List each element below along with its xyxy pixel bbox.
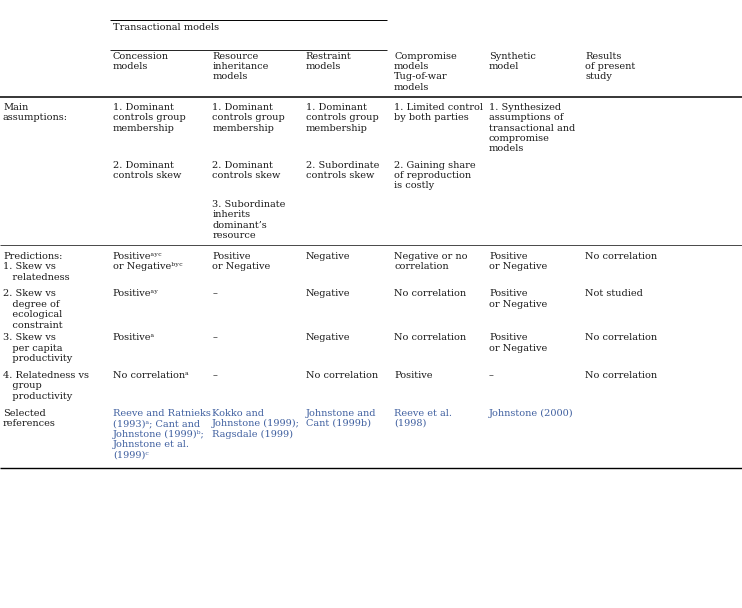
Text: Predictions:
1. Skew vs
   relatedness: Predictions: 1. Skew vs relatedness	[3, 252, 70, 282]
Text: Main
assumptions:: Main assumptions:	[3, 103, 68, 122]
Text: –: –	[212, 289, 217, 299]
Text: –: –	[489, 371, 494, 380]
Text: Positive
or Negative: Positive or Negative	[489, 289, 548, 309]
Text: Johnstone and
Cant (1999b): Johnstone and Cant (1999b)	[306, 409, 376, 428]
Text: No correlation: No correlation	[585, 333, 657, 342]
Text: No correlation: No correlation	[585, 371, 657, 380]
Text: Positive
or Negative: Positive or Negative	[489, 333, 548, 353]
Text: 1. Dominant
controls group
membership: 1. Dominant controls group membership	[212, 103, 285, 133]
Text: Positive
or Negative: Positive or Negative	[212, 252, 271, 271]
Text: Positiveᵃʸ: Positiveᵃʸ	[113, 289, 159, 299]
Text: Transactional models: Transactional models	[113, 23, 219, 32]
Text: Compromise
models
Tug-of-war
models: Compromise models Tug-of-war models	[394, 52, 457, 92]
Text: 1. Dominant
controls group
membership: 1. Dominant controls group membership	[113, 103, 186, 133]
Text: 1. Synthesized
assumptions of
transactional and
compromise
models: 1. Synthesized assumptions of transactio…	[489, 103, 575, 153]
Text: 2. Subordinate
controls skew: 2. Subordinate controls skew	[306, 161, 379, 180]
Text: –: –	[212, 371, 217, 380]
Text: Kokko and
Johnstone (1999);
Ragsdale (1999): Kokko and Johnstone (1999); Ragsdale (19…	[212, 409, 300, 439]
Text: 3. Subordinate
inherits
dominant’s
resource: 3. Subordinate inherits dominant’s resou…	[212, 200, 286, 240]
Text: No correlationᵃ: No correlationᵃ	[113, 371, 188, 380]
Text: Concession
models: Concession models	[113, 52, 168, 71]
Text: Reeve and Ratnieks
(1993)ᵃ; Cant and
Johnstone (1999)ᵇ;
Johnstone et al.
(1999)ᶜ: Reeve and Ratnieks (1993)ᵃ; Cant and Joh…	[113, 409, 211, 459]
Text: 1. Dominant
controls group
membership: 1. Dominant controls group membership	[306, 103, 378, 133]
Text: Not studied: Not studied	[585, 289, 643, 299]
Text: Negative: Negative	[306, 289, 350, 299]
Text: Synthetic
model: Synthetic model	[489, 52, 536, 71]
Text: No correlation: No correlation	[306, 371, 378, 380]
Text: No correlation: No correlation	[585, 252, 657, 261]
Text: Negative: Negative	[306, 252, 350, 261]
Text: Resource
inheritance
models: Resource inheritance models	[212, 52, 269, 81]
Text: 2. Dominant
controls skew: 2. Dominant controls skew	[212, 161, 280, 180]
Text: 4. Relatedness vs
   group
   productivity: 4. Relatedness vs group productivity	[3, 371, 89, 401]
Text: 2. Dominant
controls skew: 2. Dominant controls skew	[113, 161, 181, 180]
Text: Negative: Negative	[306, 333, 350, 342]
Text: No correlation: No correlation	[394, 289, 466, 299]
Text: No correlation: No correlation	[394, 333, 466, 342]
Text: Positive
or Negative: Positive or Negative	[489, 252, 548, 271]
Text: Reeve et al.
(1998): Reeve et al. (1998)	[394, 409, 452, 428]
Text: Negative or no
correlation: Negative or no correlation	[394, 252, 467, 271]
Text: Restraint
models: Restraint models	[306, 52, 352, 71]
Text: Johnstone (2000): Johnstone (2000)	[489, 409, 574, 418]
Text: Selected
references: Selected references	[3, 409, 56, 428]
Text: –: –	[212, 333, 217, 342]
Text: 2. Gaining share
of reproduction
is costly: 2. Gaining share of reproduction is cost…	[394, 161, 476, 190]
Text: Positiveᵃ: Positiveᵃ	[113, 333, 155, 342]
Text: 1. Limited control
by both parties: 1. Limited control by both parties	[394, 103, 483, 122]
Text: Results
of present
study: Results of present study	[585, 52, 636, 81]
Text: 2. Skew vs
   degree of
   ecological
   constraint: 2. Skew vs degree of ecological constrai…	[3, 289, 62, 330]
Text: Positive: Positive	[394, 371, 433, 380]
Text: Positiveᵃʸᶜ
or Negativeᵇʸᶜ: Positiveᵃʸᶜ or Negativeᵇʸᶜ	[113, 252, 183, 271]
Text: 3. Skew vs
   per capita
   productivity: 3. Skew vs per capita productivity	[3, 333, 72, 363]
